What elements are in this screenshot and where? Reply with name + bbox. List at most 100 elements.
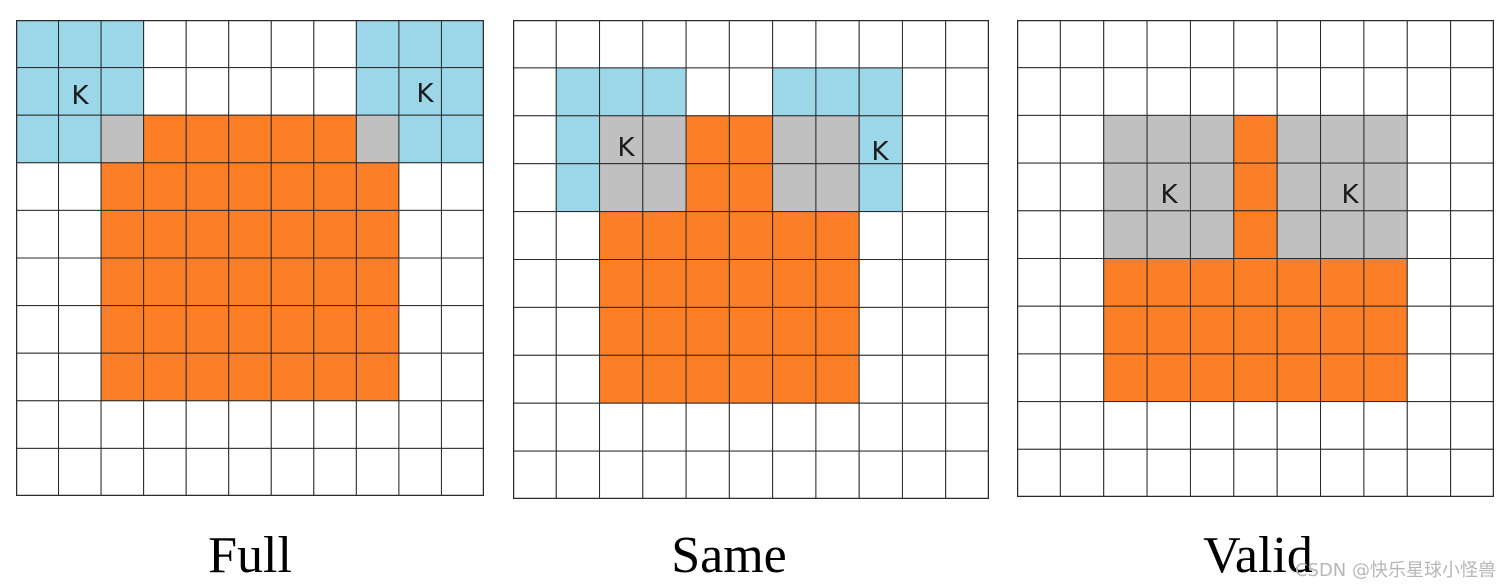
overlap-cell [1320, 210, 1365, 260]
empty-cell [555, 306, 601, 356]
overlap-cell [1146, 162, 1191, 212]
overlap-cell [1189, 114, 1235, 164]
kernel-cell [16, 114, 60, 164]
output-cell [1103, 305, 1148, 355]
output-cell [143, 114, 187, 164]
overlap-cell [1103, 114, 1148, 164]
kernel-cell [815, 67, 860, 117]
output-cell [313, 114, 357, 164]
output-cell [185, 305, 230, 354]
empty-cell [858, 354, 903, 404]
empty-cell [728, 450, 774, 499]
output-cell [772, 306, 817, 356]
overlap-cell [1363, 210, 1408, 260]
empty-cell [1146, 448, 1191, 497]
empty-cell [728, 67, 774, 117]
empty-cell [513, 259, 557, 308]
overlap-cell [1276, 114, 1322, 164]
kernel-cell [398, 20, 442, 69]
output-cell [228, 352, 272, 402]
empty-cell [1059, 258, 1105, 307]
same-grid [513, 20, 989, 499]
empty-cell [1450, 305, 1494, 355]
empty-cell [398, 162, 442, 211]
output-cell [228, 209, 272, 259]
output-cell [270, 305, 315, 354]
empty-cell [555, 20, 601, 69]
output-cell [728, 306, 774, 356]
output-cell [270, 352, 315, 402]
empty-cell [440, 305, 484, 354]
empty-cell [901, 306, 947, 356]
kernel-cell [100, 20, 145, 69]
full-kernel-label-right: K [416, 79, 434, 109]
empty-cell [1189, 401, 1235, 450]
empty-cell [945, 211, 989, 261]
kernel-cell [772, 67, 817, 117]
output-cell [599, 306, 644, 356]
empty-cell [945, 115, 989, 165]
overlap-cell [642, 163, 687, 213]
empty-cell [642, 402, 687, 452]
empty-cell [270, 67, 315, 116]
empty-cell [1363, 67, 1408, 116]
output-cell [642, 306, 687, 356]
empty-cell [1017, 305, 1061, 355]
output-cell [815, 211, 860, 261]
output-cell [1233, 114, 1278, 164]
empty-cell [1450, 353, 1494, 403]
full-kernel-label-left: K [71, 81, 89, 111]
empty-cell [555, 402, 601, 452]
output-cell [1320, 353, 1365, 403]
output-cell [1103, 353, 1148, 403]
overlap-cell [355, 114, 400, 164]
kernel-cell [555, 163, 601, 213]
empty-cell [858, 211, 903, 261]
output-cell [143, 257, 187, 307]
output-cell [313, 305, 357, 354]
empty-cell [398, 352, 442, 402]
empty-cell [901, 450, 947, 499]
empty-cell [858, 20, 903, 69]
empty-cell [398, 400, 442, 449]
output-cell [100, 305, 145, 354]
empty-cell [440, 257, 484, 307]
output-cell [185, 352, 230, 402]
empty-cell [858, 450, 903, 499]
output-cell [1233, 305, 1278, 355]
empty-cell [945, 259, 989, 308]
output-cell [143, 305, 187, 354]
output-cell [228, 305, 272, 354]
grid-border [513, 20, 989, 499]
output-cell [685, 163, 730, 213]
same-kernel-label-right: K [871, 137, 889, 167]
output-cell [685, 211, 730, 261]
empty-cell [513, 115, 557, 165]
empty-cell [901, 115, 947, 165]
empty-cell [440, 209, 484, 259]
empty-cell [313, 67, 357, 116]
empty-cell [1406, 305, 1452, 355]
empty-cell [1276, 448, 1322, 497]
overlap-cell [815, 163, 860, 213]
empty-cell [1059, 114, 1105, 164]
empty-cell [1406, 67, 1452, 116]
empty-cell [58, 209, 102, 259]
empty-cell [685, 67, 730, 117]
kernel-cell [355, 20, 400, 69]
output-cell [728, 115, 774, 165]
empty-cell [513, 67, 557, 117]
empty-cell [270, 447, 315, 496]
empty-cell [143, 447, 187, 496]
output-cell [1363, 258, 1408, 307]
kernel-cell [100, 67, 145, 116]
output-cell [599, 259, 644, 308]
empty-cell [772, 450, 817, 499]
output-cell [1189, 305, 1235, 355]
kernel-cell [398, 114, 442, 164]
empty-cell [398, 305, 442, 354]
output-cell [1233, 258, 1278, 307]
overlap-cell [815, 115, 860, 165]
output-cell [642, 211, 687, 261]
empty-cell [1233, 67, 1278, 116]
